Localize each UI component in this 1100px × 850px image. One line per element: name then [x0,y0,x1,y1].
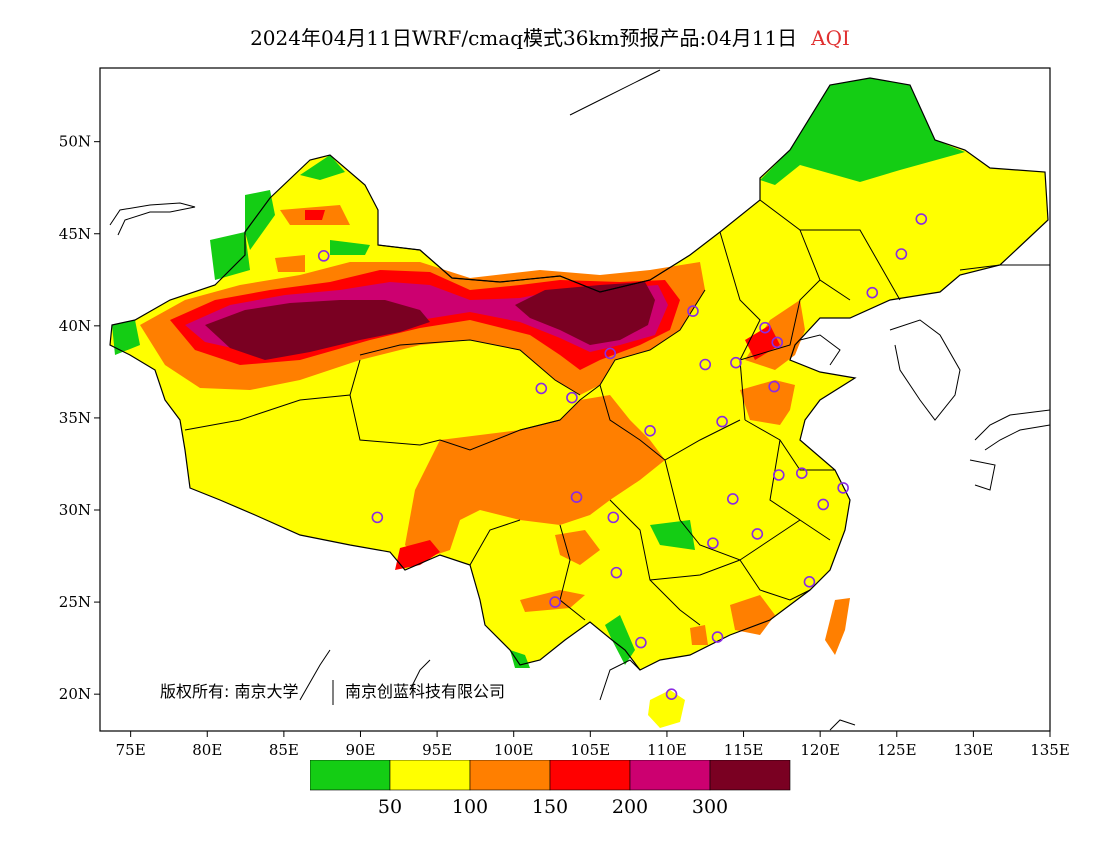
y-tick-label: 30N [59,501,91,519]
station-marker [665,688,678,700]
title-variable: AQI [811,26,850,50]
copyright-text-2: 南京创蓝科技有限公司 [345,682,505,701]
station-marker [610,566,623,579]
y-tick-label: 40N [59,317,91,335]
y-tick-label: 45N [59,225,91,243]
station-marker [570,491,583,503]
legend-swatch [629,760,711,791]
china-outline [109,77,1049,671]
legend-label: 200 [612,796,648,818]
legend-label: 150 [532,796,568,818]
y-axis: 50N 45N 40N 35N 30N 25N 20N [59,133,100,703]
station-marker [751,528,764,540]
y-tick-label: 50N [59,133,91,151]
legend-label: 100 [452,796,488,818]
station-marker [727,493,739,505]
copyright-text: 版权所有: 南京大学 [160,682,298,701]
x-tick-label: 110E [647,741,687,759]
x-tick-label: 105E [571,741,611,759]
station-marker [817,498,830,511]
plot-frame [99,67,1051,732]
legend-swatch [310,760,391,791]
station-marker [837,482,849,494]
station-marker [795,467,808,479]
x-tick-label: 75E [116,741,146,759]
station-marker [772,469,785,481]
station-marker [535,382,548,395]
station-marker [607,511,620,524]
legend-label: 50 [378,796,402,818]
x-tick-label: 90E [345,741,375,759]
region-hainan [648,690,685,728]
station-marker [768,380,780,393]
monitoring-stations [317,213,928,700]
legend-swatch [549,760,631,791]
aqi-legend: 50 100 150 200 300 [310,760,791,818]
layer-good [112,78,965,668]
station-marker [644,425,656,437]
station-marker [803,576,816,588]
x-axis: 75E 80E 85E 90E 95E 100E 105E 110E 115E 120E 125E 1… [116,731,1070,759]
station-marker [711,631,724,643]
y-tick-label: 25N [59,593,91,611]
station-marker [566,391,578,404]
layer-hazardous [205,282,655,360]
x-tick-label: 135E [1030,741,1070,759]
station-marker [687,305,699,317]
station-marker [895,248,908,260]
x-tick-label: 85E [269,741,299,759]
station-marker [604,347,617,360]
x-tick-label: 120E [800,741,840,759]
legend-label: 300 [692,796,728,818]
station-marker [716,415,728,428]
title-main: 2024年04月11日WRF/cmaq模式36km预报产品:04月11日 [250,26,798,50]
legend-color-bar [310,760,791,791]
station-marker [915,213,928,225]
x-tick-label: 125E [877,741,917,759]
x-tick-label: 80E [192,741,222,759]
region-taiwan [825,598,850,655]
y-tick-label: 35N [59,409,91,427]
station-marker [730,356,742,369]
legend-swatch [389,760,471,791]
x-tick-label: 130E [954,741,994,759]
station-marker [635,636,647,649]
station-marker [707,537,719,549]
station-marker [549,596,561,608]
coastlines [109,69,1050,731]
station-marker [371,511,384,524]
legend-labels: 50 100 150 200 300 [378,796,728,818]
station-marker [866,286,879,299]
station-marker [317,250,330,262]
x-tick-label: 100E [494,741,534,759]
map-title: 2024年04月11日WRF/cmaq模式36km预报产品:04月11日 AQI [0,22,1100,51]
x-tick-label: 115E [724,741,764,759]
x-tick-label: 95E [422,741,452,759]
legend-swatch [709,760,791,791]
legend-swatch [469,760,551,791]
station-marker [759,321,771,334]
station-marker [699,358,712,371]
y-tick-label: 20N [59,685,91,703]
station-marker [771,336,784,349]
